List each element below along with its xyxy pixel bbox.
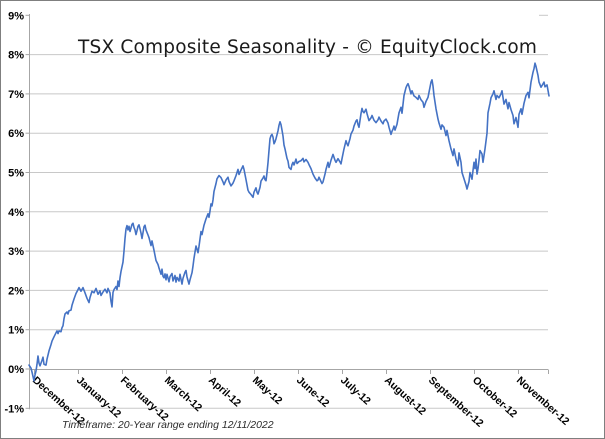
y-axis-label: 9%: [8, 10, 24, 22]
y-axis-label: 7%: [8, 89, 24, 101]
y-axis-label: 1%: [8, 325, 24, 337]
x-axis-label: June-12: [294, 374, 332, 410]
x-axis-label: April-12: [206, 374, 243, 409]
series-line: [28, 62, 550, 382]
x-axis-label: May-12: [250, 374, 285, 407]
y-axis-label: 3%: [8, 246, 24, 258]
timeframe-note: Timeframe: 20-Year range ending 12/11/20…: [62, 419, 274, 431]
y-axis-label: 8%: [8, 50, 24, 62]
x-axis-label: November-12: [514, 374, 572, 428]
x-axis-label: August-12: [382, 374, 428, 417]
y-axis-label: 4%: [8, 207, 24, 219]
y-axis-label: 6%: [8, 128, 24, 140]
y-axis-label: 0%: [8, 364, 24, 376]
y-axis-label: 2%: [8, 285, 24, 297]
y-axis-label: 5%: [8, 168, 24, 180]
chart-title: TSX Composite Seasonality - © EquityCloc…: [78, 37, 538, 58]
y-axis-label: -1%: [4, 403, 24, 415]
x-axis-label: July-12: [338, 374, 373, 407]
